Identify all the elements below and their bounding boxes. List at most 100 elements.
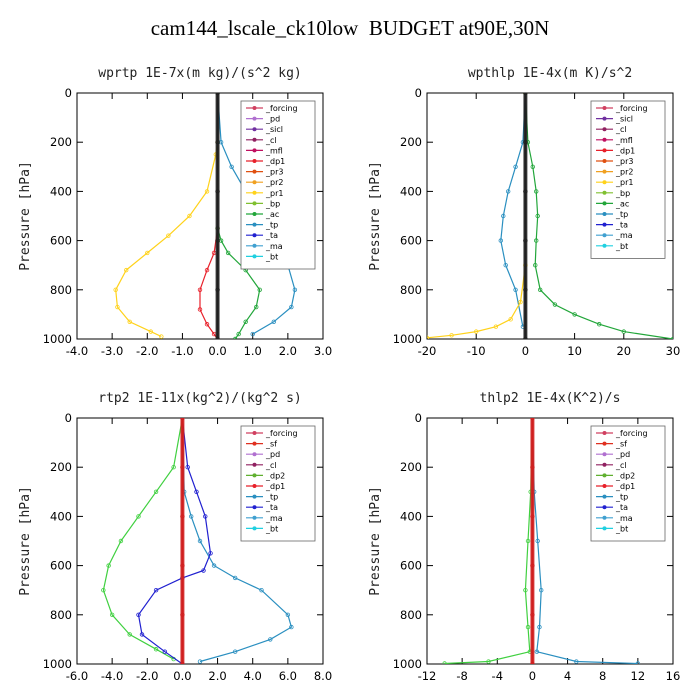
series-point — [503, 263, 508, 268]
series-point — [285, 612, 291, 617]
series-point — [505, 189, 511, 194]
x-tick-label: 1.0 — [244, 344, 262, 358]
y-tick-label: 400 — [50, 184, 72, 198]
legend: _forcing_pd_sicl_cl_mfl_dp1_pr3_pr2_pr1_… — [240, 100, 316, 270]
legend-entry: _dp1 — [615, 482, 635, 491]
x-tick-label: 30 — [666, 344, 681, 358]
series-point — [533, 263, 538, 268]
series-point — [236, 331, 241, 337]
legend-entry: _tp — [615, 493, 628, 502]
legend-entry: _sicl — [615, 115, 633, 124]
x-tick-label: 3.0 — [314, 344, 332, 358]
series-point — [498, 238, 503, 243]
series-point — [136, 612, 141, 617]
series-point — [635, 661, 641, 664]
series-point — [185, 465, 190, 470]
legend-marker — [252, 526, 257, 531]
series-point — [162, 649, 168, 654]
legend-entry: _ta — [265, 231, 278, 240]
series-point — [243, 319, 248, 324]
series-line-dp1 — [199, 93, 219, 339]
legend-entry: _forcing — [265, 429, 298, 438]
series-point — [113, 287, 118, 292]
x-tick-label: 12 — [631, 669, 646, 683]
series-point — [101, 588, 106, 593]
legend-marker — [252, 190, 257, 195]
series-point — [232, 336, 238, 339]
legend-marker — [252, 473, 257, 478]
legend-entry: _tp — [265, 221, 278, 230]
series-point — [232, 649, 238, 654]
legend-entry: _sicl — [265, 125, 283, 134]
y-tick-label: 200 — [400, 135, 422, 149]
x-tick-label: 0.0 — [173, 669, 191, 683]
series-line-pr1 — [427, 93, 527, 339]
legend-box — [590, 100, 666, 259]
series-point — [508, 317, 513, 322]
legend-entry: _ma — [615, 514, 633, 523]
legend-marker — [252, 494, 257, 499]
series-point — [194, 489, 199, 494]
y-tick-label: 600 — [400, 559, 422, 573]
legend-entry: _mfl — [265, 146, 283, 155]
series-point — [203, 514, 208, 519]
legend-marker — [602, 127, 607, 132]
x-tick-label: 0 — [522, 344, 529, 358]
series-point — [166, 233, 171, 238]
legend-entry: _forcing — [265, 104, 298, 113]
legend-marker — [252, 462, 257, 467]
legend-marker — [602, 212, 607, 216]
series-point — [153, 489, 159, 494]
legend-marker — [252, 148, 257, 153]
subplot-title: thlp2 1E-4x(K^2)/s — [480, 391, 621, 406]
x-tick-label: 0.0 — [208, 344, 226, 358]
legend-entry: _pr1 — [265, 189, 283, 198]
series-line-dp1 — [444, 418, 533, 664]
y-tick-label: 0 — [65, 411, 72, 425]
y-tick-label: 600 — [400, 234, 422, 248]
series-point — [106, 563, 111, 568]
legend-marker — [252, 137, 257, 142]
legend-entry: _ma — [615, 231, 633, 240]
x-tick-label: -4.0 — [66, 344, 88, 358]
series-point — [204, 189, 210, 194]
subplot-2: wpthlp 1E-4x(m K)/s^2 Pressure [hPa] -20 -1… — [368, 66, 680, 358]
legend-entry: _bt — [615, 524, 628, 533]
legend-marker — [252, 222, 257, 227]
legend: _forcing_sicl_cl_mfl_dp1_pr3_pr2_pr1_bp_… — [590, 100, 666, 259]
x-tick-label: 4.0 — [244, 669, 262, 683]
series-point — [621, 329, 626, 334]
y-tick-label: 400 — [50, 509, 72, 523]
legend-entry: _bp — [265, 199, 280, 208]
x-tick-label: 16 — [666, 669, 681, 683]
series-point — [493, 324, 499, 329]
y-axis-label: Pressure [hPa] — [18, 161, 33, 271]
series-group — [442, 418, 641, 664]
legend-marker — [252, 505, 257, 510]
legend-marker — [602, 180, 607, 185]
subplot-4: thlp2 1E-4x(K^2)/s Pressure [hPa] -12 -8 -4 0… — [368, 391, 680, 683]
series-point — [153, 647, 159, 652]
y-tick-label: 1000 — [43, 657, 72, 671]
legend-marker — [602, 505, 607, 510]
series-point — [513, 287, 518, 292]
series-point — [208, 551, 213, 556]
series-point — [257, 287, 262, 292]
series-point — [189, 514, 194, 519]
legend-marker — [252, 452, 257, 457]
y-tick-label: 1000 — [393, 657, 422, 671]
legend-entry: _cl — [265, 461, 277, 470]
legend-marker — [252, 212, 257, 216]
y-tick-label: 0 — [415, 86, 422, 100]
legend-entry: _dp1 — [265, 482, 285, 491]
series-group — [113, 93, 298, 339]
series-point — [225, 250, 231, 256]
series-line-tp — [531, 418, 638, 664]
y-tick-label: 800 — [400, 608, 422, 622]
legend-entry: _pr2 — [615, 168, 633, 177]
legend-entry: _pr3 — [615, 157, 633, 166]
legend-marker — [602, 190, 607, 195]
legend-entry: _mfl — [615, 136, 633, 145]
y-tick-label: 0 — [415, 411, 422, 425]
